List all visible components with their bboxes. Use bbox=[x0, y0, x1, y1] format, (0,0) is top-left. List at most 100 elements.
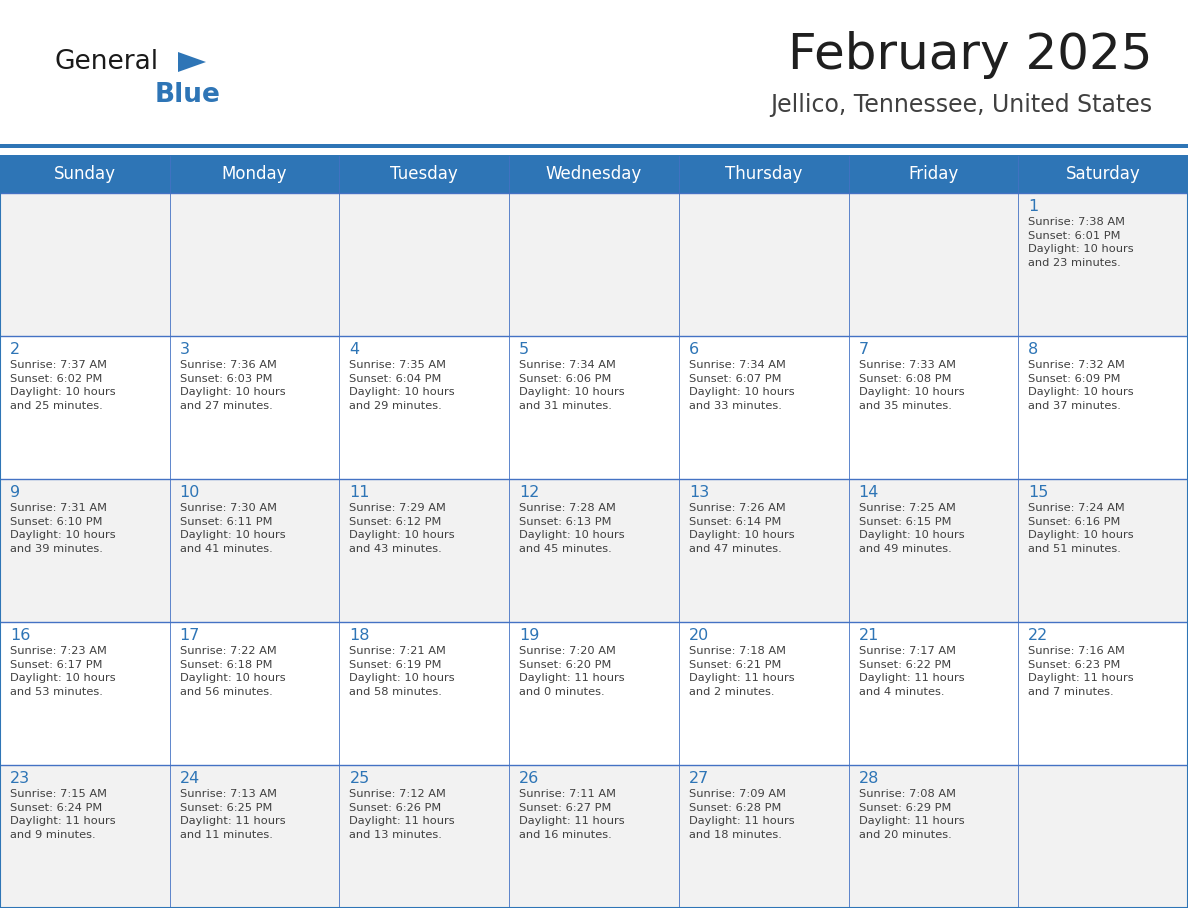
Text: Blue: Blue bbox=[154, 82, 221, 108]
Text: February 2025: February 2025 bbox=[788, 31, 1152, 79]
Text: Sunrise: 7:18 AM
Sunset: 6:21 PM
Daylight: 11 hours
and 2 minutes.: Sunrise: 7:18 AM Sunset: 6:21 PM Dayligh… bbox=[689, 646, 795, 697]
Bar bbox=[510, 622, 678, 765]
Text: Sunrise: 7:12 AM
Sunset: 6:26 PM
Daylight: 11 hours
and 13 minutes.: Sunrise: 7:12 AM Sunset: 6:26 PM Dayligh… bbox=[349, 789, 455, 840]
Bar bbox=[848, 193, 1018, 336]
Bar bbox=[1018, 765, 1188, 908]
Text: Sunrise: 7:34 AM
Sunset: 6:07 PM
Daylight: 10 hours
and 33 minutes.: Sunrise: 7:34 AM Sunset: 6:07 PM Dayligh… bbox=[689, 360, 795, 410]
Text: 28: 28 bbox=[859, 771, 879, 786]
Text: Sunrise: 7:31 AM
Sunset: 6:10 PM
Daylight: 10 hours
and 39 minutes.: Sunrise: 7:31 AM Sunset: 6:10 PM Dayligh… bbox=[10, 503, 115, 554]
Text: Sunrise: 7:08 AM
Sunset: 6:29 PM
Daylight: 11 hours
and 20 minutes.: Sunrise: 7:08 AM Sunset: 6:29 PM Dayligh… bbox=[859, 789, 965, 840]
Text: 27: 27 bbox=[689, 771, 709, 786]
Text: 25: 25 bbox=[349, 771, 369, 786]
Text: Sunrise: 7:26 AM
Sunset: 6:14 PM
Daylight: 10 hours
and 47 minutes.: Sunrise: 7:26 AM Sunset: 6:14 PM Dayligh… bbox=[689, 503, 795, 554]
Text: Sunrise: 7:24 AM
Sunset: 6:16 PM
Daylight: 10 hours
and 51 minutes.: Sunrise: 7:24 AM Sunset: 6:16 PM Dayligh… bbox=[1029, 503, 1133, 554]
Text: 12: 12 bbox=[519, 485, 539, 500]
Text: 13: 13 bbox=[689, 485, 709, 500]
Bar bbox=[678, 765, 848, 908]
Bar bbox=[510, 193, 678, 336]
Text: Sunrise: 7:38 AM
Sunset: 6:01 PM
Daylight: 10 hours
and 23 minutes.: Sunrise: 7:38 AM Sunset: 6:01 PM Dayligh… bbox=[1029, 217, 1133, 268]
Bar bbox=[1018, 336, 1188, 479]
Text: Monday: Monday bbox=[222, 165, 287, 183]
Bar bbox=[848, 336, 1018, 479]
Bar bbox=[0, 765, 170, 908]
Text: Sunrise: 7:21 AM
Sunset: 6:19 PM
Daylight: 10 hours
and 58 minutes.: Sunrise: 7:21 AM Sunset: 6:19 PM Dayligh… bbox=[349, 646, 455, 697]
Text: Sunrise: 7:15 AM
Sunset: 6:24 PM
Daylight: 11 hours
and 9 minutes.: Sunrise: 7:15 AM Sunset: 6:24 PM Dayligh… bbox=[10, 789, 115, 840]
Text: Sunrise: 7:20 AM
Sunset: 6:20 PM
Daylight: 11 hours
and 0 minutes.: Sunrise: 7:20 AM Sunset: 6:20 PM Dayligh… bbox=[519, 646, 625, 697]
Text: General: General bbox=[55, 49, 159, 75]
Bar bbox=[678, 622, 848, 765]
Text: 3: 3 bbox=[179, 342, 190, 357]
Text: 4: 4 bbox=[349, 342, 360, 357]
Text: 5: 5 bbox=[519, 342, 530, 357]
Text: Sunrise: 7:29 AM
Sunset: 6:12 PM
Daylight: 10 hours
and 43 minutes.: Sunrise: 7:29 AM Sunset: 6:12 PM Dayligh… bbox=[349, 503, 455, 554]
Bar bbox=[848, 622, 1018, 765]
Bar bbox=[678, 336, 848, 479]
Text: 2: 2 bbox=[10, 342, 20, 357]
Text: Tuesday: Tuesday bbox=[391, 165, 459, 183]
Text: Sunrise: 7:17 AM
Sunset: 6:22 PM
Daylight: 11 hours
and 4 minutes.: Sunrise: 7:17 AM Sunset: 6:22 PM Dayligh… bbox=[859, 646, 965, 697]
Text: 9: 9 bbox=[10, 485, 20, 500]
Text: 24: 24 bbox=[179, 771, 200, 786]
Text: Sunrise: 7:36 AM
Sunset: 6:03 PM
Daylight: 10 hours
and 27 minutes.: Sunrise: 7:36 AM Sunset: 6:03 PM Dayligh… bbox=[179, 360, 285, 410]
Text: 18: 18 bbox=[349, 628, 369, 643]
Bar bbox=[0, 336, 170, 479]
Text: Sunrise: 7:13 AM
Sunset: 6:25 PM
Daylight: 11 hours
and 11 minutes.: Sunrise: 7:13 AM Sunset: 6:25 PM Dayligh… bbox=[179, 789, 285, 840]
Text: 21: 21 bbox=[859, 628, 879, 643]
Text: Sunrise: 7:32 AM
Sunset: 6:09 PM
Daylight: 10 hours
and 37 minutes.: Sunrise: 7:32 AM Sunset: 6:09 PM Dayligh… bbox=[1029, 360, 1133, 410]
Text: Wednesday: Wednesday bbox=[545, 165, 643, 183]
Text: Sunrise: 7:34 AM
Sunset: 6:06 PM
Daylight: 10 hours
and 31 minutes.: Sunrise: 7:34 AM Sunset: 6:06 PM Dayligh… bbox=[519, 360, 625, 410]
Bar bbox=[170, 622, 340, 765]
Text: Jellico, Tennessee, United States: Jellico, Tennessee, United States bbox=[770, 93, 1152, 117]
Bar bbox=[1018, 479, 1188, 622]
Bar bbox=[1018, 622, 1188, 765]
Bar bbox=[170, 765, 340, 908]
Text: Sunrise: 7:23 AM
Sunset: 6:17 PM
Daylight: 10 hours
and 53 minutes.: Sunrise: 7:23 AM Sunset: 6:17 PM Dayligh… bbox=[10, 646, 115, 697]
Text: Thursday: Thursday bbox=[725, 165, 802, 183]
Bar bbox=[848, 479, 1018, 622]
Text: Sunrise: 7:33 AM
Sunset: 6:08 PM
Daylight: 10 hours
and 35 minutes.: Sunrise: 7:33 AM Sunset: 6:08 PM Dayligh… bbox=[859, 360, 965, 410]
Text: 15: 15 bbox=[1029, 485, 1049, 500]
Text: Sunrise: 7:28 AM
Sunset: 6:13 PM
Daylight: 10 hours
and 45 minutes.: Sunrise: 7:28 AM Sunset: 6:13 PM Dayligh… bbox=[519, 503, 625, 554]
Text: 1: 1 bbox=[1029, 199, 1038, 214]
Bar bbox=[848, 765, 1018, 908]
Text: Sunrise: 7:25 AM
Sunset: 6:15 PM
Daylight: 10 hours
and 49 minutes.: Sunrise: 7:25 AM Sunset: 6:15 PM Dayligh… bbox=[859, 503, 965, 554]
Text: Sunrise: 7:37 AM
Sunset: 6:02 PM
Daylight: 10 hours
and 25 minutes.: Sunrise: 7:37 AM Sunset: 6:02 PM Dayligh… bbox=[10, 360, 115, 410]
Bar bbox=[170, 336, 340, 479]
Text: 20: 20 bbox=[689, 628, 709, 643]
Text: 16: 16 bbox=[10, 628, 31, 643]
Text: 17: 17 bbox=[179, 628, 200, 643]
Bar bbox=[340, 479, 510, 622]
Bar bbox=[510, 765, 678, 908]
Text: Sunrise: 7:16 AM
Sunset: 6:23 PM
Daylight: 11 hours
and 7 minutes.: Sunrise: 7:16 AM Sunset: 6:23 PM Dayligh… bbox=[1029, 646, 1133, 697]
Text: 26: 26 bbox=[519, 771, 539, 786]
Bar bbox=[510, 336, 678, 479]
Bar bbox=[170, 193, 340, 336]
Text: 23: 23 bbox=[10, 771, 30, 786]
Text: 19: 19 bbox=[519, 628, 539, 643]
Bar bbox=[510, 479, 678, 622]
Bar bbox=[0, 479, 170, 622]
Bar bbox=[1018, 193, 1188, 336]
Text: 10: 10 bbox=[179, 485, 200, 500]
Text: 8: 8 bbox=[1029, 342, 1038, 357]
Text: Saturday: Saturday bbox=[1066, 165, 1140, 183]
Bar bbox=[0, 155, 1188, 193]
Text: 6: 6 bbox=[689, 342, 699, 357]
Bar bbox=[340, 193, 510, 336]
Bar bbox=[678, 479, 848, 622]
Text: 22: 22 bbox=[1029, 628, 1049, 643]
Text: Friday: Friday bbox=[909, 165, 959, 183]
Bar bbox=[340, 336, 510, 479]
Bar bbox=[0, 193, 170, 336]
Text: Sunday: Sunday bbox=[53, 165, 116, 183]
Text: Sunrise: 7:22 AM
Sunset: 6:18 PM
Daylight: 10 hours
and 56 minutes.: Sunrise: 7:22 AM Sunset: 6:18 PM Dayligh… bbox=[179, 646, 285, 697]
Bar bbox=[0, 622, 170, 765]
Text: Sunrise: 7:11 AM
Sunset: 6:27 PM
Daylight: 11 hours
and 16 minutes.: Sunrise: 7:11 AM Sunset: 6:27 PM Dayligh… bbox=[519, 789, 625, 840]
Text: Sunrise: 7:30 AM
Sunset: 6:11 PM
Daylight: 10 hours
and 41 minutes.: Sunrise: 7:30 AM Sunset: 6:11 PM Dayligh… bbox=[179, 503, 285, 554]
Bar bbox=[678, 193, 848, 336]
Text: Sunrise: 7:35 AM
Sunset: 6:04 PM
Daylight: 10 hours
and 29 minutes.: Sunrise: 7:35 AM Sunset: 6:04 PM Dayligh… bbox=[349, 360, 455, 410]
Text: 11: 11 bbox=[349, 485, 369, 500]
Text: 14: 14 bbox=[859, 485, 879, 500]
Text: 7: 7 bbox=[859, 342, 868, 357]
Bar bbox=[170, 479, 340, 622]
